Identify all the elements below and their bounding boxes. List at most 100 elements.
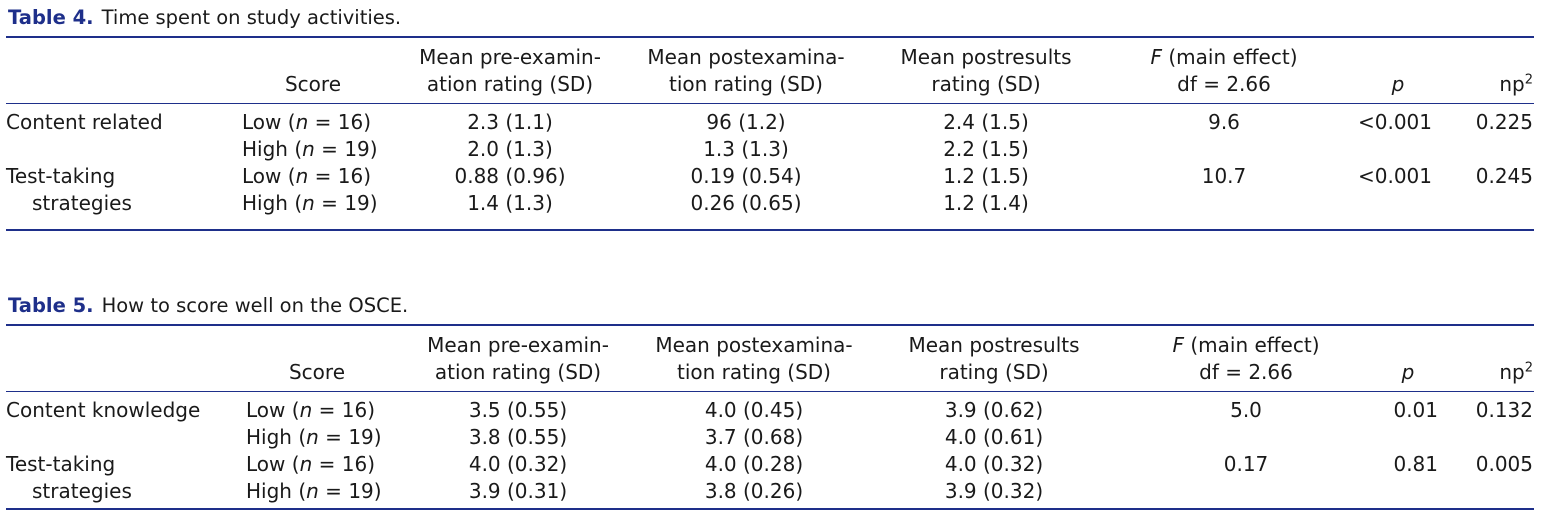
score-n-symbol: n bbox=[306, 425, 319, 449]
header-post-line1: Mean postexamina- bbox=[647, 45, 845, 69]
score-n-symbol: n bbox=[299, 398, 313, 422]
score-n-symbol: n bbox=[299, 452, 313, 476]
top-rule bbox=[6, 324, 1534, 326]
cell-res: 3.9 (0.32) bbox=[944, 479, 1044, 503]
header-np: np2 bbox=[1333, 359, 1533, 386]
header-post-line2: tion rating (SD) bbox=[669, 72, 823, 96]
score-n-symbol: n bbox=[302, 137, 315, 161]
header-post-line1: Mean postexamina- bbox=[655, 333, 853, 357]
cell-p: 0.81 bbox=[1393, 452, 1438, 476]
row-score: Low (n = 16) bbox=[246, 397, 375, 424]
header-res-line1: Mean postresults bbox=[908, 333, 1080, 357]
score-level: Low bbox=[242, 164, 282, 188]
cell-pre: 2.0 (1.3) bbox=[467, 137, 553, 161]
row-score: High (n = 19) bbox=[246, 424, 382, 451]
score-n-equals: = bbox=[312, 452, 342, 476]
cell-pre: 4.0 (0.32) bbox=[468, 452, 568, 476]
cell-res: 2.2 (1.5) bbox=[943, 137, 1029, 161]
cell-res: 2.4 (1.5) bbox=[943, 110, 1029, 134]
score-n-value: 16 bbox=[341, 398, 368, 422]
score-n-open: ( bbox=[281, 110, 296, 134]
score-n-equals: = bbox=[318, 425, 349, 449]
table-4: Table 4. Time spent on study activities. S… bbox=[6, 0, 1534, 232]
cell-pre: 0.88 (0.96) bbox=[454, 164, 566, 188]
cell-f: 5.0 bbox=[1230, 398, 1262, 422]
score-n-open: ( bbox=[291, 479, 307, 503]
row-category-continued: strategies bbox=[32, 191, 132, 215]
header-pre-line1: Mean pre-examin- bbox=[419, 45, 601, 69]
score-n-close: ) bbox=[373, 425, 382, 449]
score-n-value: 16 bbox=[337, 164, 364, 188]
score-n-open: ( bbox=[291, 425, 307, 449]
cell-post: 3.7 (0.68) bbox=[704, 425, 804, 449]
header-res-line2: rating (SD) bbox=[931, 72, 1041, 96]
cell-p: <0.001 bbox=[1357, 110, 1432, 134]
score-n-value: 16 bbox=[341, 452, 368, 476]
row-category: Test-taking bbox=[6, 452, 116, 476]
score-n-equals: = bbox=[314, 191, 345, 215]
row-category: Test-taking bbox=[6, 164, 116, 188]
header-f-rest: (main effect) bbox=[1161, 45, 1298, 69]
cell-pre: 2.3 (1.1) bbox=[467, 110, 553, 134]
header-f-line1: F (main effect) bbox=[1096, 332, 1396, 359]
row-category: Content knowledge bbox=[6, 398, 201, 422]
score-n-open: ( bbox=[285, 452, 300, 476]
header-f-italic: F bbox=[1172, 333, 1184, 357]
header-np-superscript: 2 bbox=[1524, 360, 1533, 376]
score-n-symbol: n bbox=[295, 110, 309, 134]
cell-res: 1.2 (1.5) bbox=[943, 164, 1029, 188]
score-n-close: ) bbox=[367, 452, 375, 476]
table-title: How to score well on the OSCE. bbox=[101, 294, 409, 317]
score-n-open: ( bbox=[281, 164, 296, 188]
cell-post: 4.0 (0.28) bbox=[704, 452, 804, 476]
cell-post: 0.19 (0.54) bbox=[690, 164, 802, 188]
score-n-close: ) bbox=[367, 398, 375, 422]
cell-f: 0.17 bbox=[1223, 452, 1269, 476]
cell-post: 0.26 (0.65) bbox=[690, 191, 802, 215]
cell-pre: 1.4 (1.3) bbox=[467, 191, 553, 215]
cell-post: 1.3 (1.3) bbox=[703, 137, 789, 161]
cell-np: 0.132 bbox=[1475, 398, 1533, 422]
score-n-equals: = bbox=[308, 110, 338, 134]
bottom-rule bbox=[6, 508, 1534, 510]
row-score: High (n = 19) bbox=[242, 190, 378, 217]
score-n-close: ) bbox=[363, 110, 371, 134]
table-title: Time spent on study activities. bbox=[101, 6, 402, 29]
cell-post: 96 (1.2) bbox=[706, 110, 786, 134]
score-n-equals: = bbox=[308, 164, 338, 188]
cell-f: 10.7 bbox=[1201, 164, 1247, 188]
score-n-equals: = bbox=[312, 398, 342, 422]
score-n-open: ( bbox=[287, 137, 303, 161]
header-np: np2 bbox=[1333, 71, 1533, 98]
table-label: Table 4. bbox=[8, 6, 94, 29]
cell-p: 0.01 bbox=[1393, 398, 1438, 422]
header-res-line1: Mean postresults bbox=[900, 45, 1072, 69]
score-level: Low bbox=[246, 398, 286, 422]
score-n-close: ) bbox=[363, 164, 371, 188]
row-category-continued: strategies bbox=[32, 479, 132, 503]
score-n-value: 19 bbox=[344, 137, 370, 161]
cell-res: 3.9 (0.62) bbox=[944, 398, 1044, 422]
header-pre-line2: ation rating (SD) bbox=[426, 72, 594, 96]
score-level: High bbox=[242, 137, 288, 161]
row-category: Content related bbox=[6, 110, 163, 134]
score-n-symbol: n bbox=[295, 164, 309, 188]
header-pre-line1: Mean pre-examin- bbox=[427, 333, 609, 357]
row-score: Low (n = 16) bbox=[246, 451, 375, 478]
row-score: Low (n = 16) bbox=[242, 163, 371, 190]
score-n-close: ) bbox=[369, 137, 378, 161]
row-score: High (n = 19) bbox=[246, 478, 382, 505]
table-5: Table 5. How to score well on the OSCE. Sc… bbox=[6, 288, 1534, 518]
header-np-superscript: 2 bbox=[1524, 72, 1533, 88]
row-score: High (n = 19) bbox=[242, 136, 378, 163]
score-n-value: 19 bbox=[348, 425, 374, 449]
score-n-open: ( bbox=[287, 191, 303, 215]
header-f-line1: F (main effect) bbox=[1074, 44, 1374, 71]
score-n-equals: = bbox=[314, 137, 345, 161]
header-score: Score bbox=[288, 360, 345, 384]
header-np-text: np bbox=[1499, 72, 1525, 96]
score-level: High bbox=[242, 191, 288, 215]
cell-f: 9.6 bbox=[1208, 110, 1240, 134]
cell-post: 3.8 (0.26) bbox=[704, 479, 804, 503]
cell-post: 4.0 (0.45) bbox=[704, 398, 804, 422]
